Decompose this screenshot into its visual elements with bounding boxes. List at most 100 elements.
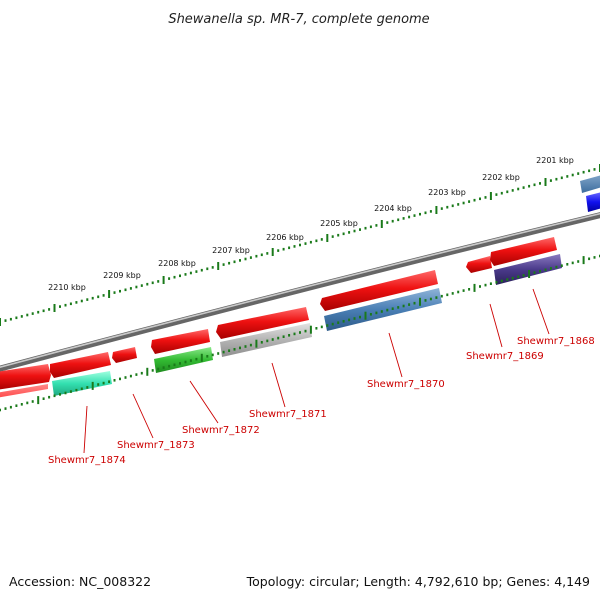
coordinate-tick-minor [353,229,356,233]
coordinate-tick-minor [277,249,280,252]
coordinate-tick-minor [97,295,100,299]
coordinate-tick-minor [408,215,411,219]
coordinate-tick-minor [15,404,18,407]
coordinate-tick-minor [102,381,105,385]
gene-label: Shewmr7_1868 [517,336,595,347]
coordinate-tick-minor [277,336,280,340]
coordinate-tick-minor [222,350,225,354]
coordinate-tick-major [544,178,547,186]
gene-label: Shewmr7_1872 [182,425,260,436]
coordinate-tick-minor [440,294,443,298]
coordinate-tick-minor [266,339,269,343]
coordinate-tick-minor [419,212,421,216]
coordinate-tick-major [200,353,203,362]
coordinate-tick-minor [260,341,263,344]
coordinate-tick-minor [364,226,367,230]
coordinate-tick-minor [282,247,285,251]
coordinate-tick-major [435,206,438,214]
coordinate-tick-minor [413,214,416,217]
coordinate-tick-major [380,220,383,228]
coordinate-tick-minor [233,348,236,351]
kbp-label: 2201 kbp [536,156,574,165]
gene-feature-red-light [0,384,48,398]
coordinate-tick-minor [42,397,45,400]
coordinate-tick-major [419,297,421,306]
coordinate-tick-minor [479,285,481,288]
gene-features [0,175,600,398]
genome-stats-text: Topology: circular; Length: 4,792,610 bp… [246,574,590,589]
coordinate-tick-minor [380,310,383,313]
coordinate-tick-minor [386,221,389,224]
gene-feature-red [50,352,111,378]
coordinate-tick-major [582,256,585,265]
coordinate-tick-minor [304,329,307,333]
coordinate-tick-major [53,304,56,312]
coordinate-tick-minor [206,267,209,271]
coordinate-tick-major [162,276,165,284]
coordinate-tick-minor [42,309,45,313]
gene-feature-red [151,329,210,354]
coordinate-tick-minor [593,168,596,171]
coordinate-tick-major [309,325,312,334]
coordinate-tick-minor [397,218,400,222]
gene-feature-red [490,237,557,266]
kbp-label: 2202 kbp [482,173,520,182]
coordinate-tick-minor [440,207,443,210]
coordinate-tick-minor [446,205,449,209]
gene-label: Shewmr7_1873 [117,440,195,451]
coordinate-tick-minor [48,308,51,311]
coordinate-tick-minor [424,211,427,215]
coordinate-tick-minor [140,371,143,375]
coordinate-tick-minor [59,305,61,308]
coordinate-tick-minor [468,288,471,291]
coordinate-tick-minor [517,187,520,191]
coordinate-tick-minor [282,335,285,338]
coordinate-tick-minor [168,364,171,368]
coordinate-tick-minor [179,274,181,278]
coordinate-tick-minor [539,269,541,273]
coordinate-tick-minor [326,324,329,327]
coordinate-tick-minor [140,284,143,287]
coordinate-tick-minor [97,383,100,386]
coordinate-tick-major [91,381,94,390]
outer-gc-track [0,164,600,326]
coordinate-tick-minor [342,232,345,236]
coordinate-tick-minor [555,177,558,181]
coordinate-tick-minor [359,228,361,231]
coordinate-tick-minor [320,325,323,329]
coordinate-tick-minor [124,288,127,292]
coordinate-tick-minor [244,345,247,348]
coordinate-tick-minor [86,298,89,301]
coordinate-tick-minor [359,315,361,319]
gene-feature-cyan [52,371,112,396]
coordinate-tick-minor [249,256,252,259]
coordinate-tick-minor [299,243,301,247]
map-title: Shewanella sp. MR-7, complete genome [168,12,429,27]
coordinate-tick-minor [184,360,187,364]
coordinate-tick-minor [91,296,94,300]
coordinate-tick-minor [446,293,449,297]
coordinate-tick-minor [375,224,378,227]
kbp-label: 2203 kbp [428,188,466,197]
coordinate-tick-minor [266,252,269,255]
coordinate-tick-minor [179,362,181,365]
coordinate-tick-minor [20,403,23,406]
coordinate-tick-minor [113,291,116,294]
coordinate-tick-minor [348,318,351,322]
coordinate-tick-minor [413,301,416,305]
coordinate-tick-minor [489,282,492,285]
coordinate-tick-minor [555,265,558,269]
coordinate-tick-minor [588,169,591,173]
coordinate-tick-minor [331,235,334,238]
coordinate-tick-minor [168,277,171,280]
coordinate-tick-minor [26,313,29,317]
coordinate-tick-minor [337,233,340,237]
coordinate-tick-major [108,290,111,298]
coordinate-tick-minor [369,225,372,229]
coordinate-tick-minor [255,254,258,258]
coordinate-tick-minor [429,297,432,301]
coordinate-tick-minor [119,377,121,381]
coordinate-tick-minor [435,296,438,299]
accession-text: Accession: NC_008322 [9,574,152,589]
coordinate-tick-minor [386,308,389,312]
